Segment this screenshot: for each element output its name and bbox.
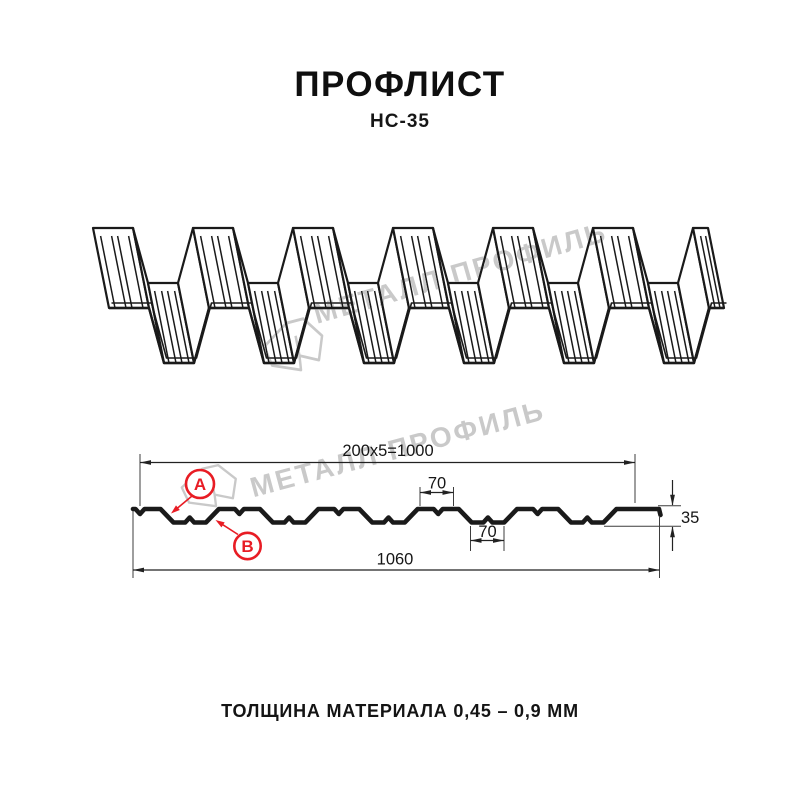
callout-markers: A B bbox=[171, 468, 263, 561]
page-title: ПРОФЛИСТ bbox=[294, 65, 506, 104]
dim-overall-width: 1060 bbox=[377, 551, 414, 569]
profile-model-subtitle: НС-35 bbox=[370, 111, 430, 132]
dim-crest-width: 70 bbox=[428, 475, 446, 493]
material-thickness-note: ТОЛЩИНА МАТЕРИАЛА 0,45 – 0,9 ММ bbox=[221, 701, 579, 721]
dimension-annotations: 200x5=1000 70 70 35 1060 bbox=[132, 442, 699, 578]
profile-3d-view bbox=[91, 226, 727, 365]
callout-a-label: A bbox=[194, 475, 206, 494]
profile-cross-section bbox=[130, 506, 663, 525]
metall-profil-logo-icon bbox=[263, 317, 324, 372]
dim-valley-width: 70 bbox=[478, 523, 496, 541]
callout-b-label: B bbox=[241, 537, 253, 556]
dim-module-width: 200x5=1000 bbox=[342, 442, 433, 460]
dim-profile-height: 35 bbox=[681, 509, 699, 527]
